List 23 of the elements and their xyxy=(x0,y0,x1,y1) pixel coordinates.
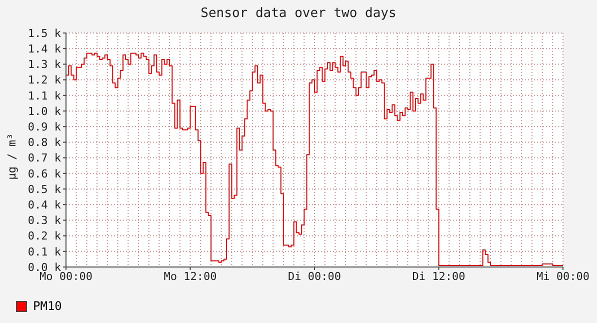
y-tick-label: 1.1 k xyxy=(28,89,62,102)
y-axis-title: µg / m³ xyxy=(6,132,18,182)
x-tick-label: Mo 00:00 xyxy=(40,270,92,283)
x-tick-label: Di 00:00 xyxy=(288,270,341,283)
y-tick-label: 0.5 k xyxy=(28,182,62,196)
y-tick-label: 0.9 k xyxy=(28,120,62,134)
y-tick-label: 0.3 k xyxy=(28,214,62,228)
y-tick-label: 0.1 k xyxy=(28,245,62,258)
y-tick-label: 0.8 k xyxy=(28,136,62,150)
y-tick-label: 1.4 k xyxy=(28,42,62,56)
y-tick-label: 0.7 k xyxy=(28,152,62,165)
x-tick-label: Di 12:00 xyxy=(412,270,466,283)
y-tick-label: 0.6 k xyxy=(28,167,62,180)
y-tick-label: 1.3 k xyxy=(28,58,62,72)
y-tick-label: 0.2 k xyxy=(28,230,62,243)
y-tick-label: 1.5 k xyxy=(28,26,62,40)
y-tick-label: 1.2 k xyxy=(28,74,62,87)
legend-label: PM10 xyxy=(32,299,62,313)
x-tick-label: Mi 00:00 xyxy=(536,270,590,283)
x-tick-label: Mo 12:00 xyxy=(164,270,217,283)
y-tick-label: 1.0 k xyxy=(28,104,62,118)
y-tick-label: 0.4 k xyxy=(28,198,62,212)
chart-title: Sensor data over two days xyxy=(200,6,398,21)
